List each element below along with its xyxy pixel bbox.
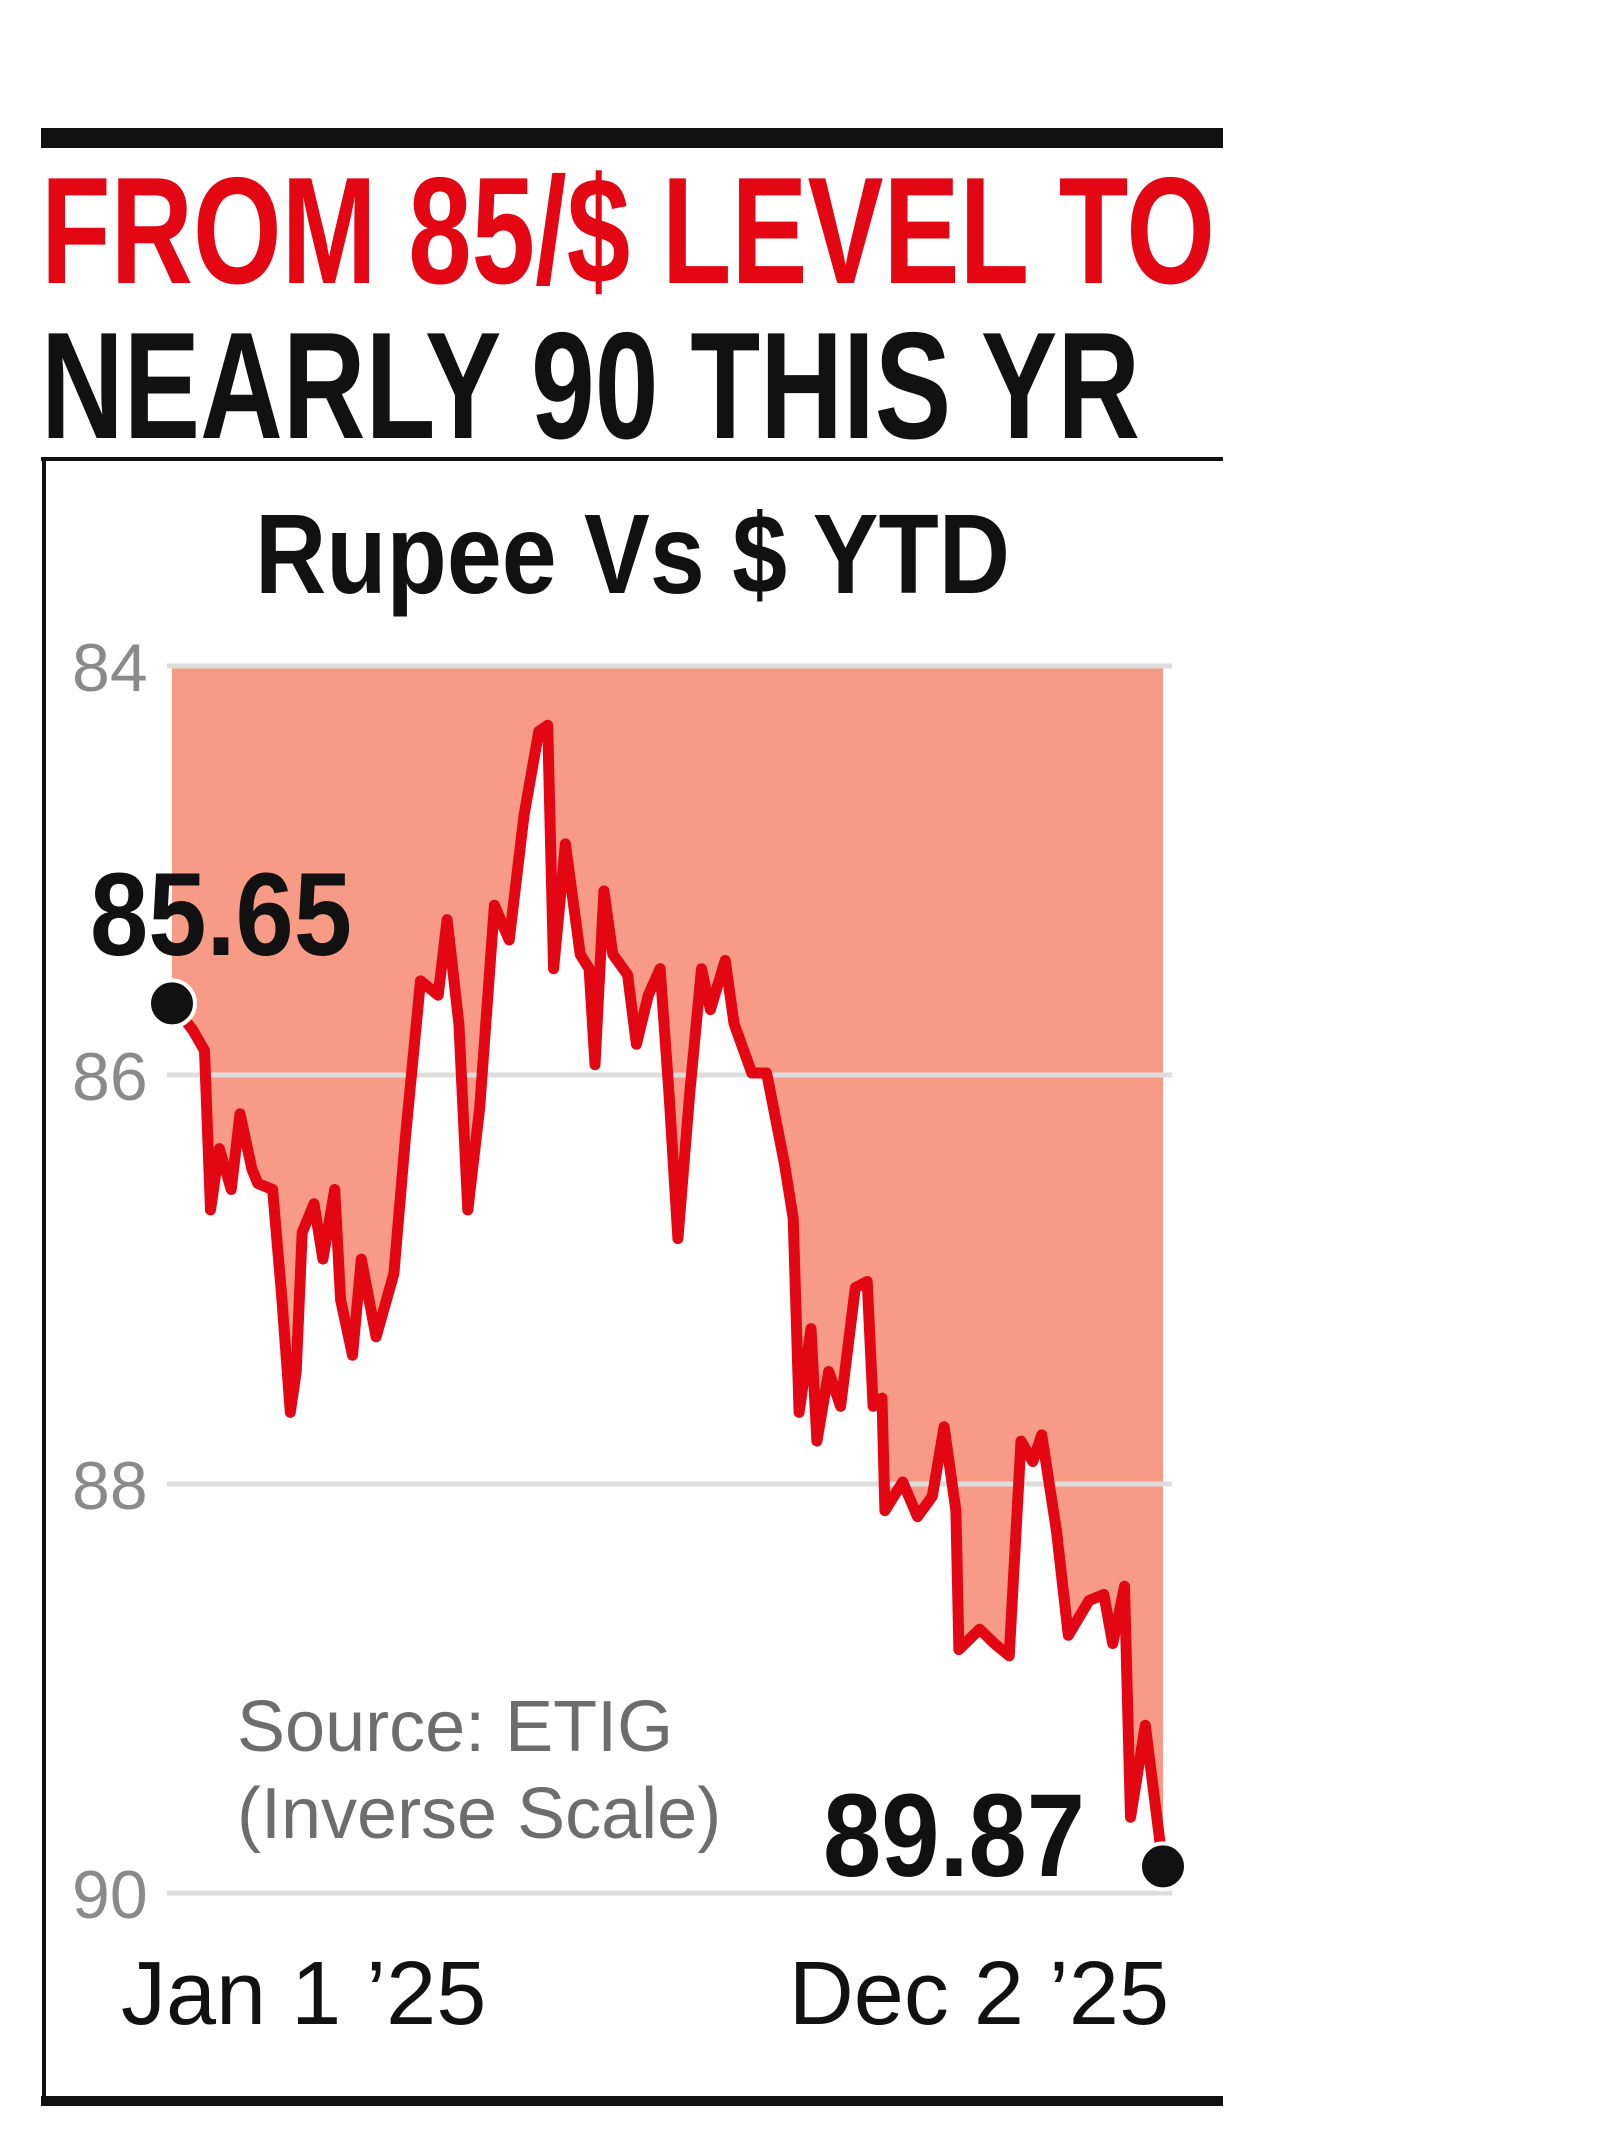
y-tick-label: 88 <box>72 1448 148 1524</box>
headline-line2: NEARLY 90 THIS YR <box>41 301 1140 471</box>
end-point <box>1138 1841 1188 1892</box>
y-tick-label: 90 <box>72 1857 148 1933</box>
scale-note: (Inverse Scale) <box>237 1774 721 1854</box>
area-fill <box>172 666 1163 1867</box>
bottom-rule <box>41 2096 1223 2106</box>
divider <box>41 457 1223 461</box>
x-label-start: Jan 1 ’25 <box>121 1944 486 2044</box>
top-rule <box>41 128 1223 148</box>
start-point <box>147 978 197 1029</box>
end-value-label: 89.87 <box>823 1770 1085 1902</box>
y-tick-label: 84 <box>72 630 148 706</box>
source-note: Source: ETIG <box>237 1687 673 1767</box>
chart-title: Rupee Vs $ YTD <box>255 491 1010 617</box>
start-value-label: 85.65 <box>90 849 352 981</box>
x-label-end: Dec 2 ’25 <box>789 1944 1169 2044</box>
headline-line1: FROM 85/$ LEVEL TO <box>41 146 1215 316</box>
y-ticks: 84 86 88 90 <box>72 630 148 1933</box>
rate-line <box>166 719 1169 1872</box>
left-border <box>42 459 46 2103</box>
y-tick-label: 86 <box>72 1039 148 1115</box>
